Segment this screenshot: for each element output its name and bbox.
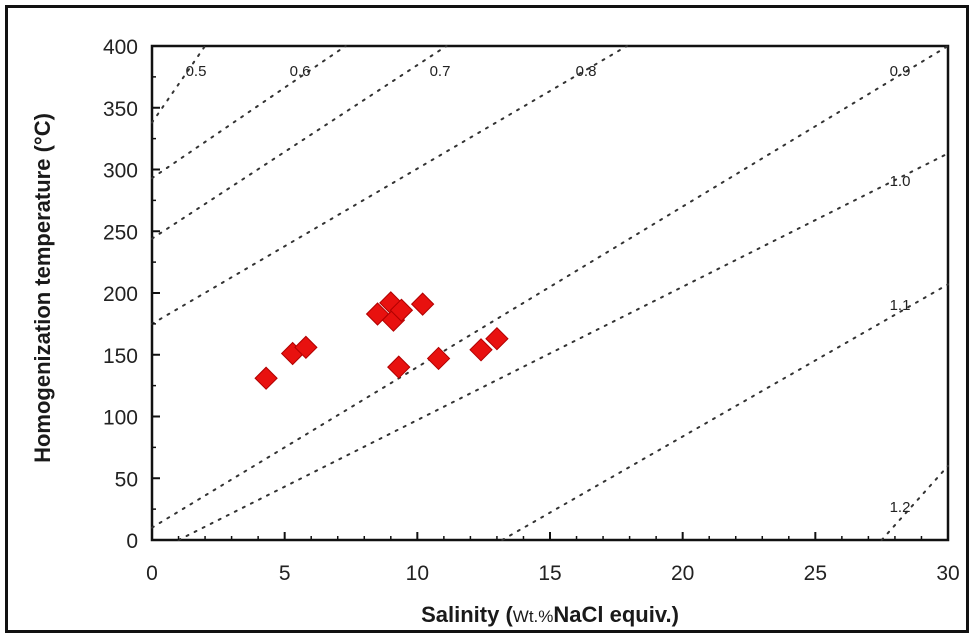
y-axis-ticks: 0 50 100 150 200 250 300 350 400 xyxy=(103,36,160,553)
isoline-label: 0.6 xyxy=(290,63,311,80)
y-axis-title: Homogenization temperature (°C) xyxy=(30,113,55,463)
y-tick-label: 400 xyxy=(103,36,138,59)
isoline-label: 1.2 xyxy=(890,499,911,516)
x-axis-title-rest: NaCl equiv.) xyxy=(553,602,679,627)
isoline xyxy=(501,283,949,541)
x-tick-label: 20 xyxy=(671,562,694,585)
plot-area xyxy=(150,44,950,542)
isoline-label: 0.8 xyxy=(576,63,597,80)
data-point xyxy=(389,298,414,322)
x-axis-title-main: Salinity xyxy=(421,602,500,627)
y-tick-label: 50 xyxy=(115,468,138,491)
data-points xyxy=(254,291,509,390)
data-point xyxy=(485,326,509,351)
density-isolines xyxy=(151,45,949,541)
isoline xyxy=(151,45,628,325)
isoline-labels: 0.5 0.6 0.7 0.8 0.9 1.0 1.1 1.2 xyxy=(186,63,911,516)
isoline-label: 0.9 xyxy=(890,63,911,80)
data-point xyxy=(410,292,435,316)
y-tick-label: 350 xyxy=(103,98,138,121)
data-point xyxy=(469,338,493,362)
x-tick-label: 0 xyxy=(146,562,158,585)
data-point xyxy=(294,335,318,360)
y-tick-label: 0 xyxy=(126,530,138,553)
x-tick-label: 15 xyxy=(538,562,561,585)
y-tick-label: 250 xyxy=(103,221,138,244)
data-point xyxy=(254,366,278,390)
isoline xyxy=(177,152,949,541)
isoline xyxy=(151,45,207,124)
y-tick-label: 300 xyxy=(103,160,138,183)
y-tick-label: 100 xyxy=(103,407,138,430)
chart-frame xyxy=(5,5,969,633)
x-axis-title: Salinity (Wt.%NaCl equiv.) xyxy=(421,602,679,627)
y-tick-label: 200 xyxy=(103,283,138,306)
isoline xyxy=(880,464,949,541)
data-point xyxy=(387,355,411,379)
isoline-label: 1.0 xyxy=(890,173,911,190)
isoline-label: 1.1 xyxy=(890,297,911,314)
x-axis-ticks: 0 5 10 15 20 25 30 xyxy=(146,532,960,585)
x-tick-label: 30 xyxy=(936,562,959,585)
data-point xyxy=(426,346,451,371)
isoline-label: 0.5 xyxy=(186,63,207,80)
isoline xyxy=(151,45,347,180)
isoline-label: 0.7 xyxy=(430,63,451,80)
y-tick-label: 150 xyxy=(103,345,138,368)
x-tick-label: 10 xyxy=(406,562,429,585)
x-tick-label: 25 xyxy=(804,562,827,585)
x-axis-title-unit: Wt.% xyxy=(513,607,554,626)
isoline xyxy=(151,45,949,529)
x-tick-label: 5 xyxy=(279,562,291,585)
